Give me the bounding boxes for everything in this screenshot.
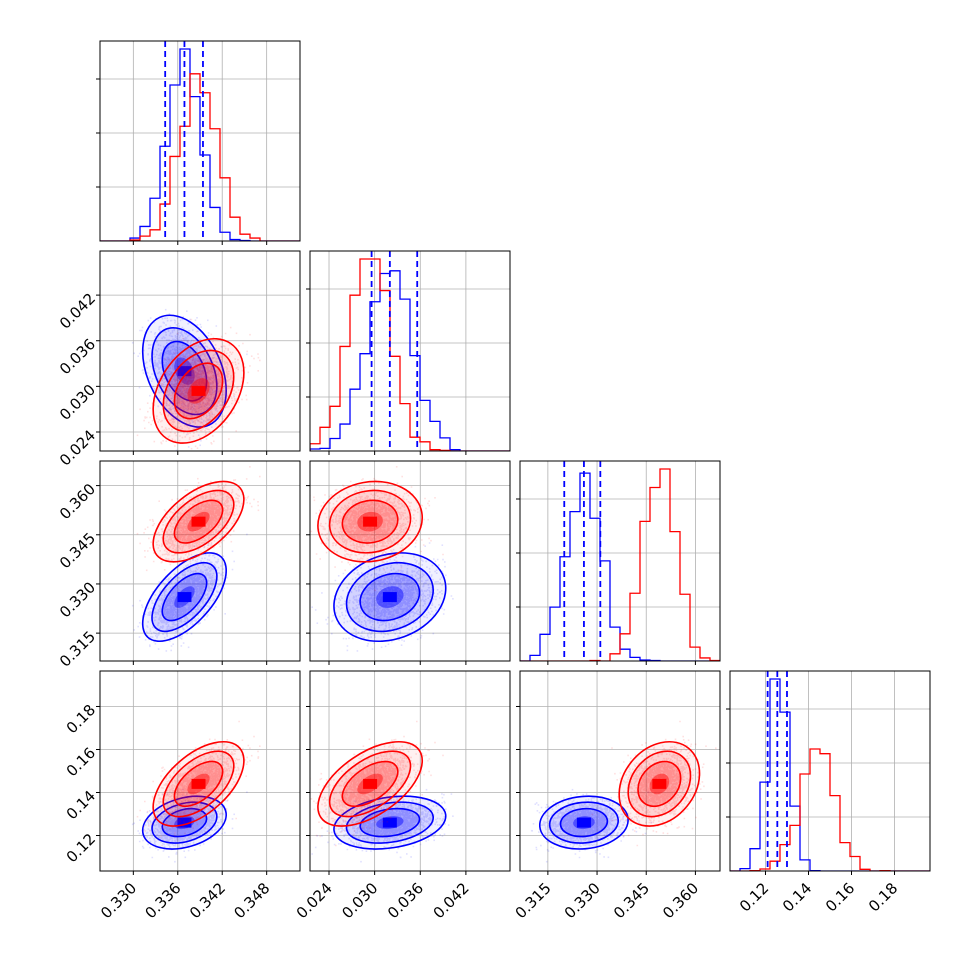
density-peak-0 <box>177 366 192 377</box>
panel-frame <box>309 250 511 452</box>
panel-3-0: 0.12 0.14 0.16 0.18 0.330 0.336 0.342 0.348 <box>63 670 301 922</box>
y-tick-label: 0.030 <box>56 381 99 424</box>
panel-3-1: 0.024 0.030 0.036 0.042 <box>293 670 511 922</box>
y-tick-label: 0.18 <box>63 701 99 737</box>
panel-3-2: 0.315 0.330 0.345 0.360 <box>512 670 721 922</box>
x-tick-label: 0.345 <box>610 879 653 922</box>
panel-frame <box>519 460 721 662</box>
x-tick-label: 0.12 <box>736 879 772 915</box>
x-tick-label: 0.315 <box>512 879 555 922</box>
density-peak-1 <box>191 516 206 527</box>
scatter-points-1 <box>136 466 261 592</box>
histogram-step-1 <box>520 468 720 661</box>
y-tick-label: 0.12 <box>63 830 99 866</box>
panel-2-2 <box>516 460 721 665</box>
x-tick-label: 0.030 <box>338 879 381 922</box>
histogram-step-0 <box>730 678 930 871</box>
x-tick-label: 0.360 <box>659 879 702 922</box>
histogram-step-0 <box>310 270 510 451</box>
y-tick-label: 0.16 <box>63 744 99 780</box>
scatter-points-0 <box>131 530 248 652</box>
x-tick-label: 0.036 <box>384 879 427 922</box>
y-tick-label: 0.345 <box>56 529 99 572</box>
density-peak-0 <box>177 817 192 828</box>
density-peak-1 <box>363 516 378 527</box>
density-peak-1 <box>652 778 667 789</box>
x-tick-label: 0.330 <box>561 879 604 922</box>
y-tick-label: 0.330 <box>56 578 99 621</box>
density-peak-0 <box>177 592 192 603</box>
x-tick-label: 0.336 <box>142 879 185 922</box>
panel-0-0 <box>96 40 301 245</box>
panel-frame <box>729 670 931 872</box>
x-tick-label: 0.18 <box>865 879 901 915</box>
x-tick-label: 0.14 <box>779 879 815 915</box>
x-tick-label: 0.042 <box>430 879 473 922</box>
y-tick-label: 0.14 <box>63 787 99 823</box>
y-tick-label: 0.036 <box>56 335 99 378</box>
y-tick-label: 0.315 <box>56 627 99 670</box>
panel-2-1 <box>306 460 511 665</box>
density-peak-1 <box>191 778 206 789</box>
panel-frame <box>99 40 301 242</box>
density-peak-0 <box>382 817 397 828</box>
density-peak-0 <box>576 817 591 828</box>
density-peak-0 <box>382 592 397 603</box>
scatter-points-1 <box>310 466 444 592</box>
panel-frame <box>99 670 301 872</box>
histogram-step-1 <box>310 258 510 451</box>
x-tick-label: 0.330 <box>97 879 140 922</box>
x-tick-label: 0.024 <box>293 879 336 922</box>
histogram-step-0 <box>520 472 720 661</box>
panel-frame <box>309 460 511 662</box>
x-tick-label: 0.342 <box>186 879 229 922</box>
x-tick-label: 0.16 <box>822 879 858 915</box>
panel-frame <box>99 250 301 452</box>
y-tick-label: 0.024 <box>56 426 99 469</box>
panel-frame <box>99 460 301 662</box>
panel-3-3: 0.12 0.14 0.16 0.18 <box>726 670 931 915</box>
scatter-points-0 <box>311 530 454 652</box>
scatter-points-0 <box>311 788 454 863</box>
scatter-points-1 <box>136 318 261 451</box>
panel-frame <box>309 670 511 872</box>
panel-1-1 <box>306 250 511 455</box>
density-peak-1 <box>363 778 378 789</box>
panel-frame <box>519 670 721 872</box>
y-tick-label: 0.360 <box>56 480 99 523</box>
x-tick-label: 0.348 <box>230 879 273 922</box>
panel-2-0: 0.315 0.330 0.345 0.360 <box>56 460 301 671</box>
y-tick-label: 0.042 <box>56 289 99 332</box>
density-peak-1 <box>191 385 206 396</box>
histogram-step-1 <box>100 73 300 241</box>
